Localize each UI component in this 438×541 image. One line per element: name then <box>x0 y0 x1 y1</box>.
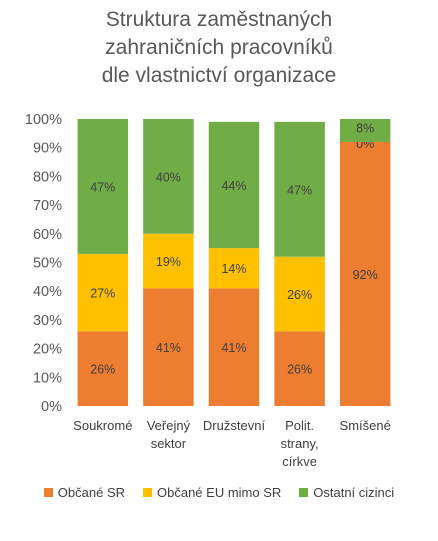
legend-item-obcane-eu: Občané EU mimo SR <box>143 485 281 500</box>
data-label: 47% <box>90 180 115 194</box>
bar-segment <box>77 253 129 332</box>
chart-legend: Občané SR Občané EU mimo SR Ostatní cizi… <box>0 485 438 500</box>
data-label: 27% <box>90 287 115 301</box>
category-label: Družstevní <box>203 418 266 433</box>
legend-swatch-ostatni-cizinci <box>299 488 309 497</box>
bar-segment <box>274 121 325 257</box>
data-label: 41% <box>221 341 246 355</box>
data-label: 47% <box>287 183 312 197</box>
chart-title-line-1: Struktura zaměstnaných <box>105 8 333 31</box>
category-label: Veřejný <box>147 418 191 433</box>
data-label: 26% <box>287 288 312 302</box>
chart-title: Struktura zaměstnaných zahraničních prac… <box>0 6 438 90</box>
legend-swatch-obcane-sr <box>43 488 53 497</box>
bar-segment <box>143 288 194 406</box>
y-tick-label: 80% <box>33 169 62 185</box>
category-label: Soukromé <box>73 418 132 433</box>
y-tick-label: 40% <box>33 284 62 300</box>
chart-title-line-3: dle vlastnictví organizace <box>101 64 337 87</box>
legend-item-obcane-sr: Občané SR <box>43 485 125 500</box>
data-label: 14% <box>221 262 246 276</box>
data-label: 41% <box>156 341 181 355</box>
y-tick-label: 10% <box>33 370 62 386</box>
legend-label-obcane-sr: Občané SR <box>57 485 125 500</box>
y-tick-label: 0% <box>41 399 62 415</box>
category-label: strany, <box>281 436 319 451</box>
chart-title-line-2: zahraničních pracovníků <box>105 36 333 59</box>
bar-segment <box>143 119 194 234</box>
legend-swatch-obcane-eu <box>143 488 152 497</box>
bar-segment <box>208 248 260 289</box>
y-tick-label: 30% <box>33 313 62 329</box>
category-label: Smíšené <box>340 418 391 433</box>
data-label: 40% <box>156 170 181 184</box>
category-label: církve <box>282 454 317 469</box>
data-label: 26% <box>90 363 115 377</box>
data-label: 8% <box>356 121 374 135</box>
bar-segment <box>77 331 129 406</box>
legend-item-ostatni-cizinci: Ostatní cizinci <box>299 485 394 500</box>
bar-segment <box>274 331 325 406</box>
y-tick-label: 20% <box>33 342 62 358</box>
y-tick-label: 70% <box>33 198 62 214</box>
bar-segment <box>143 233 194 289</box>
legend-label-ostatni-cizinci: Ostatní cizinci <box>313 485 395 500</box>
y-tick-label: 90% <box>33 141 62 157</box>
data-label: 19% <box>156 255 181 269</box>
stacked-bar-chart: 0% 10% 20% 30% 40% 50% 60% 70% 80% 90% 100% 26% 27% 4… <box>25 112 391 469</box>
bar-segment <box>77 119 129 254</box>
y-tick-label: 100% <box>25 112 62 128</box>
data-label: 92% <box>353 268 378 282</box>
data-label: 44% <box>221 179 246 193</box>
bar-segment <box>339 141 391 406</box>
y-tick-label: 60% <box>33 227 62 243</box>
data-label: 26% <box>287 363 312 377</box>
bar-segment <box>208 121 260 249</box>
y-tick-label: 50% <box>33 256 62 272</box>
legend-label-obcane-eu: Občané EU mimo SR <box>157 485 282 500</box>
category-label: Polit. <box>285 418 314 433</box>
bar-segment <box>339 119 391 142</box>
bar-segment <box>274 256 325 332</box>
category-label: sektor <box>151 436 187 451</box>
bar-segment <box>208 288 260 406</box>
